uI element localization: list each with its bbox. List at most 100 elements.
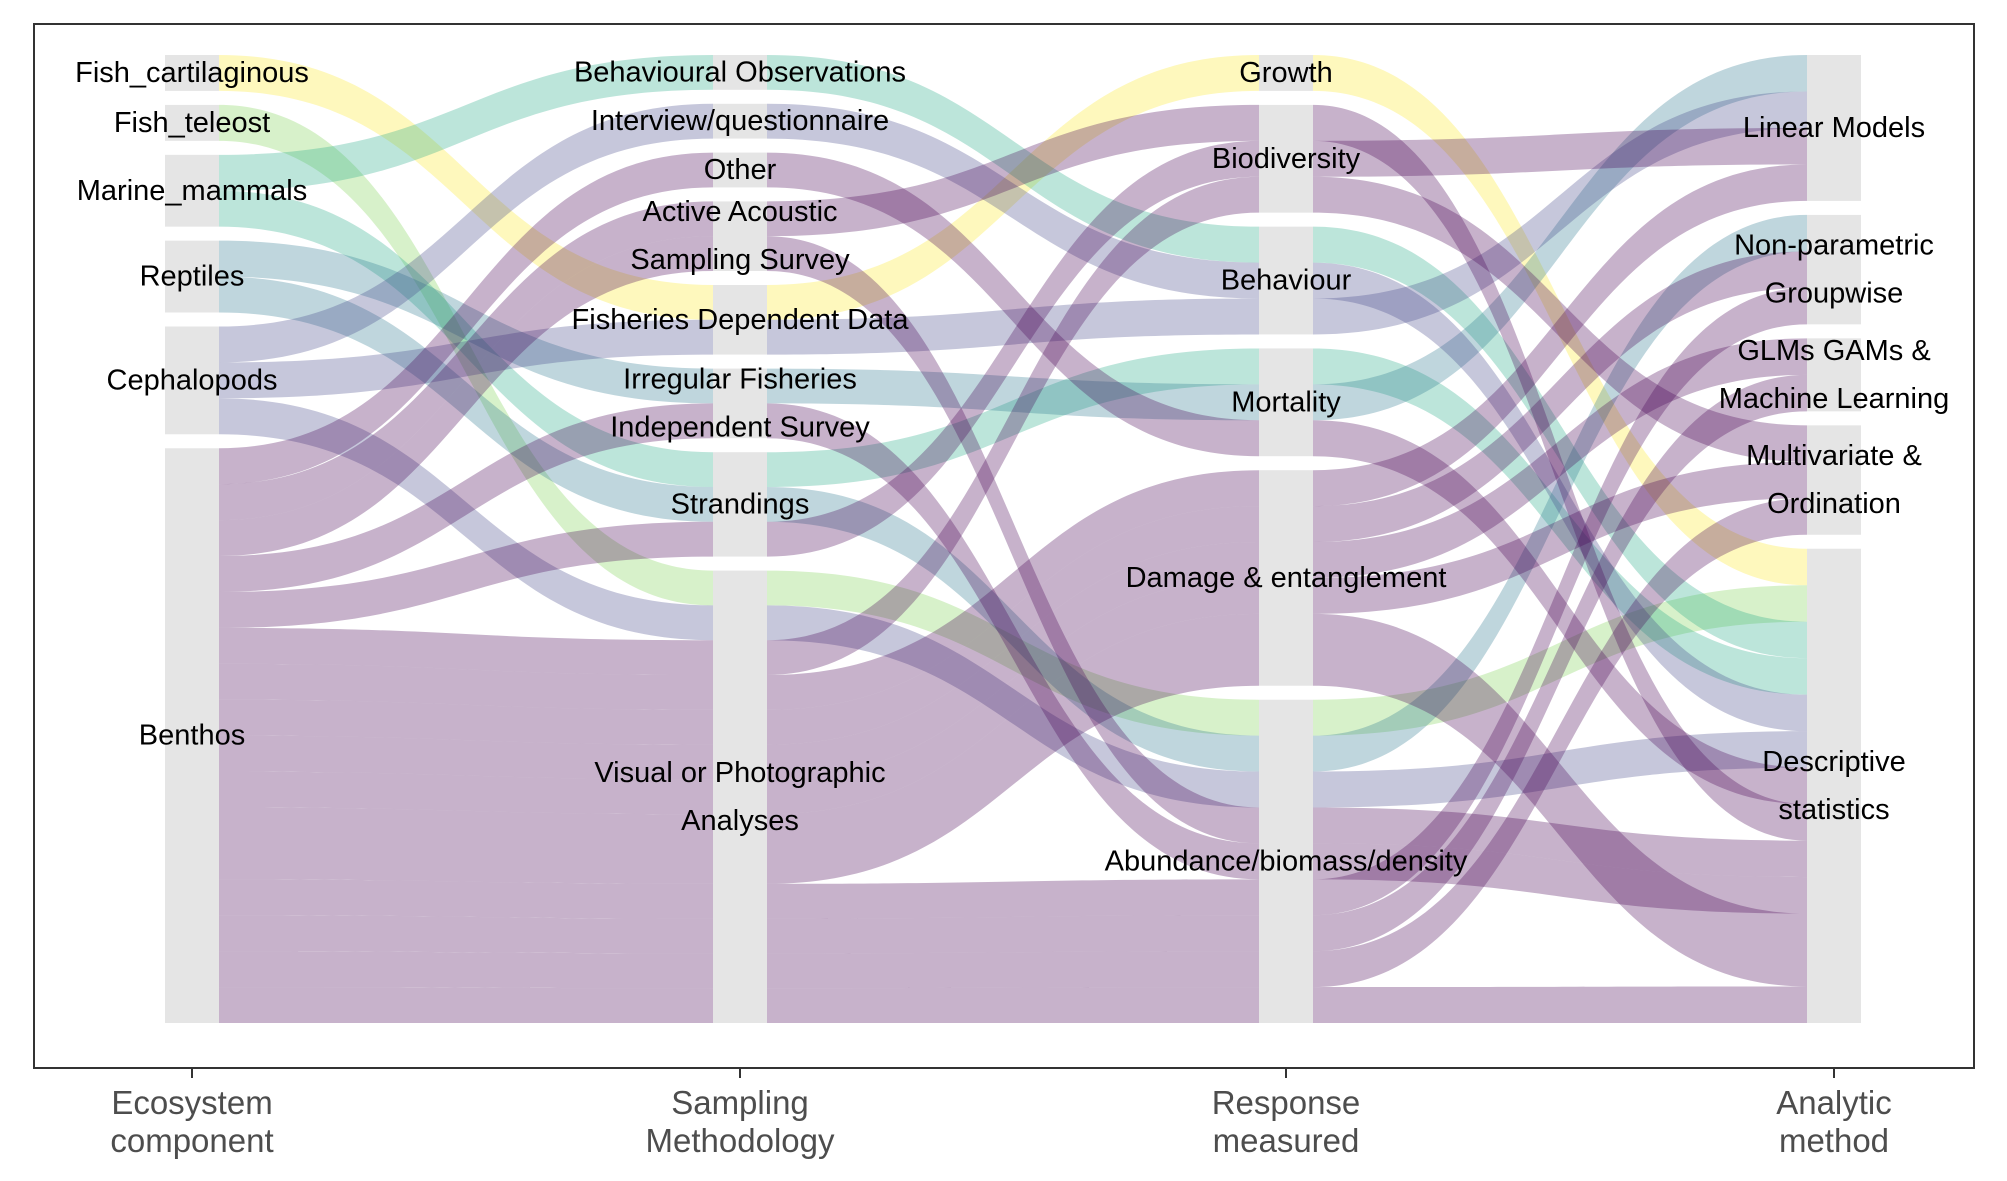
stratum-damage (1259, 470, 1313, 686)
stratum-label-lm: Linear Models (1743, 112, 1925, 144)
stratum-label-beh_obs: Behavioural Observations (574, 56, 906, 88)
stratum-glm (1807, 338, 1861, 412)
flow-ft-visual-to-abund (767, 570, 1259, 736)
flow-ben-strand-to-biodiv (767, 140, 1259, 557)
stratum-label-fc: Fish_cartilaginous (75, 57, 309, 89)
flow-ben-ben-to-visual (219, 771, 713, 815)
flow-ft-ft-to-visual (219, 104, 713, 606)
stratum-rep (165, 240, 219, 313)
x-tick-label-response: Response (1212, 1084, 1361, 1121)
flow-ben-mort-to-desc (1313, 420, 1807, 805)
stratum-label-ceph: Cephalopods (107, 364, 278, 396)
stratum-visual (713, 570, 767, 1023)
flow-ceph-ceph-to-interview (219, 103, 713, 363)
flow-mm-strand-to-mort (767, 348, 1259, 487)
stratum-label-strand: Strandings (671, 488, 810, 520)
flow-mm-mort-to-desc (1313, 348, 1807, 695)
x-tick-label-analytic: Analytic (1776, 1084, 1892, 1121)
plot-panel (33, 23, 1975, 1069)
flow-ceph-fdd-to-behav (767, 298, 1259, 355)
flow-ben-abund-to-desc (1313, 843, 1807, 914)
stratum-label-np: Groupwise (1765, 278, 1904, 310)
stratum-label-mv: Multivariate & (1746, 440, 1922, 472)
strata-layer (165, 55, 1861, 1023)
flow-ceph-ceph-to-visual (219, 398, 713, 641)
flow-ben-biodiv-to-mv (1313, 176, 1807, 462)
stratum-label-ben: Benthos (139, 720, 245, 752)
flow-ben-ben-to-visual (219, 735, 713, 780)
stratum-label-mv: Ordination (1767, 488, 1901, 520)
flow-ben-active-to-biodiv (767, 104, 1259, 237)
flow-ben-abund-to-desc (1313, 986, 1807, 1023)
flow-ben-active-to-abund (767, 236, 1259, 844)
flow-ben-ben-to-visual (219, 879, 713, 919)
flow-ben-visual-to-damage (767, 577, 1259, 815)
stratum-label-np: Non-parametric (1734, 230, 1934, 262)
stratum-lm (1807, 55, 1861, 201)
flow-ben-damage-to-np (1313, 251, 1807, 543)
stratum-label-rep: Reptiles (140, 261, 245, 293)
flow-ben-ben-to-visual (219, 987, 713, 1023)
flow-ben-ben-to-visual (219, 807, 713, 884)
x-tick-label-ecosystem: component (110, 1122, 273, 1159)
flow-mm-beh_obs-to-behav (767, 55, 1259, 263)
flow-ceph-behav-to-desc (1313, 262, 1807, 732)
stratum-beh_obs (713, 55, 767, 90)
flow-ben-abund-to-desc (1313, 807, 1807, 878)
flow-ben-visual-to-abund (767, 951, 1259, 989)
x-tick-label-response: measured (1213, 1122, 1360, 1159)
stratum-mort (1259, 348, 1313, 457)
stratum-label-visual: Analyses (681, 805, 799, 837)
flow-ben-ben-to-visual (219, 699, 713, 745)
flow-ben-damage-to-desc (1313, 613, 1807, 987)
stratum-label-growth: Growth (1239, 57, 1332, 89)
stratum-label-damage: Damage & entanglement (1126, 562, 1447, 594)
stratum-label-active: Active Acoustic (642, 196, 837, 228)
flow-fc-growth-to-desc (1313, 55, 1807, 586)
stratum-desc (1807, 548, 1861, 1023)
stratum-label-interview: Interview/questionnaire (591, 105, 889, 137)
flow-ben-biodiv-to-lm (1313, 127, 1807, 177)
stratum-ceph (165, 326, 219, 435)
flows-layer (219, 55, 1807, 1023)
stratum-label-glm: GLMs GAMs & (1737, 335, 1930, 367)
flow-ben-visual-to-abund (767, 987, 1259, 1023)
flow-ben-ben-to-active (219, 201, 713, 521)
stratum-label-irreg: Independent Survey (610, 411, 870, 443)
flow-rep-strand-to-abund (767, 487, 1259, 772)
stratum-biodiv (1259, 104, 1313, 213)
stratum-label-abund: Abundance/biomass/density (1105, 845, 1468, 877)
flow-ben-ben-to-visual (219, 663, 713, 710)
x-tick-label-sampling: Methodology (646, 1122, 835, 1159)
flow-ceph-ceph-to-fdd (219, 319, 713, 399)
flow-ben-damage-to-lm (1313, 164, 1807, 507)
stratum-other (713, 152, 767, 188)
flow-ben-ben-to-irreg (219, 403, 713, 592)
flow-ben-ben-to-other (219, 152, 713, 485)
stratum-mv (1807, 425, 1861, 535)
flow-ben-damage-to-mv (1313, 461, 1807, 614)
flow-ben-biodiv-to-desc (1313, 104, 1807, 841)
x-tick-label-ecosystem: Ecosystem (111, 1084, 272, 1121)
flow-ceph-visual-to-abund (767, 605, 1259, 808)
flow-fc-fdd-to-growth (767, 55, 1259, 320)
flow-ben-visual-to-damage (767, 506, 1259, 745)
flow-ben-irreg-to-abund (767, 403, 1259, 880)
stratum-label-mort: Mortality (1231, 386, 1341, 418)
flow-rep-abund-to-np (1313, 214, 1807, 772)
flow-ceph-interview-to-behav (767, 103, 1259, 299)
stratum-growth (1259, 55, 1313, 91)
stratum-active (713, 201, 767, 271)
x-tick-label-sampling: Sampling (671, 1084, 809, 1121)
stratum-ben (165, 448, 219, 1023)
flow-ben-other-to-mort (767, 152, 1259, 457)
stratum-label-desc: statistics (1778, 794, 1889, 826)
flow-ben-abund-to-np (1313, 287, 1807, 916)
flow-ceph-behav-to-lm (1313, 91, 1807, 335)
stratum-behav (1259, 226, 1313, 335)
flow-ben-visual-to-abund (767, 879, 1259, 919)
stratum-fc (165, 55, 219, 91)
flow-ben-ben-to-visual (219, 627, 713, 675)
